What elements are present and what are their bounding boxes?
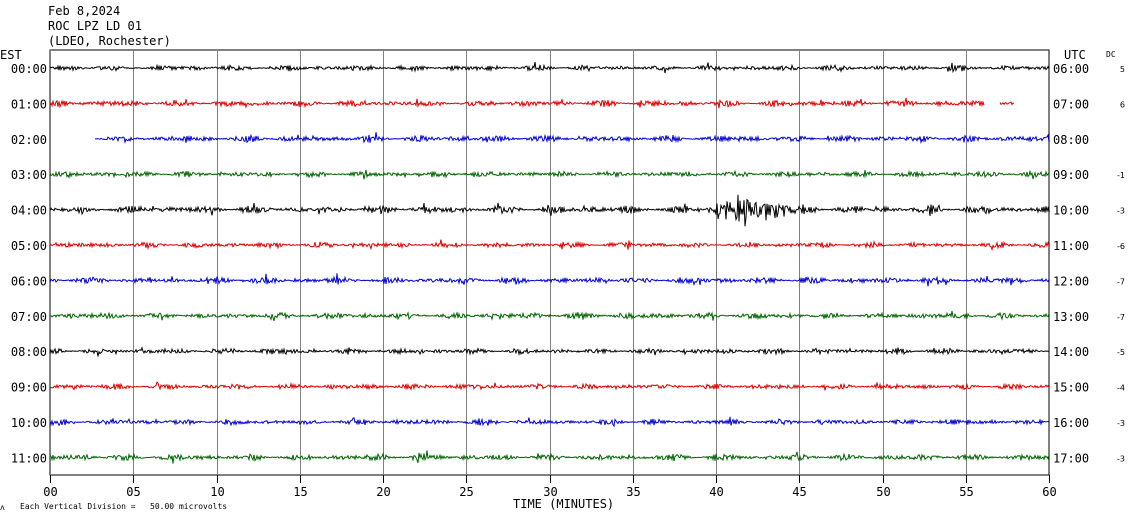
dc-offset-label: -3: [1117, 454, 1125, 463]
grid-lines: [49, 49, 1050, 483]
dc-offset-label: -3: [1117, 207, 1125, 216]
x-tick-label: 20: [376, 485, 390, 499]
utc-hour-label: 08:00: [1053, 133, 1089, 147]
dc-header-label: DC: [1106, 50, 1116, 59]
utc-hour-label: 16:00: [1053, 416, 1089, 430]
trace-1000: [49, 194, 1050, 227]
date-label: Feb 8,2024: [48, 4, 121, 18]
est-hour-label: 07:00: [11, 310, 47, 324]
dc-offset-label: -7: [1117, 313, 1125, 322]
trace-0800: [94, 132, 1050, 145]
trace-1200: [49, 273, 1050, 287]
utc-hour-label: 15:00: [1053, 381, 1089, 395]
x-tick-label: 60: [1042, 485, 1056, 499]
utc-hour-label: 14:00: [1053, 345, 1089, 359]
utc-hour-label: 17:00: [1053, 451, 1089, 465]
est-hour-label: 01:00: [11, 97, 47, 111]
utc-zone-label: UTC: [1064, 48, 1086, 62]
dc-offset-label: -4: [1117, 384, 1125, 393]
label-group: 00 05 10 15 20 25 30 35 40 45 50 55 60 00:00 06:00 5 01:…: [11, 62, 1125, 499]
trace-1700: [49, 450, 1050, 464]
trace-0600: [49, 62, 1050, 74]
dc-offset-label: -5: [1117, 348, 1125, 357]
x-tick-label: 35: [626, 485, 640, 499]
est-hour-label: 09:00: [11, 381, 47, 395]
x-axis-title: TIME (MINUTES): [513, 497, 615, 511]
scale-icon: ʌ: [0, 503, 5, 512]
est-hour-label: 05:00: [11, 239, 47, 253]
est-hour-label: 11:00: [11, 451, 47, 465]
utc-hour-label: 10:00: [1053, 204, 1089, 218]
x-tick-label: 55: [959, 485, 973, 499]
est-hour-label: 04:00: [11, 204, 47, 218]
dc-offset-label: -6: [1117, 242, 1125, 251]
est-zone-label: EST: [0, 48, 22, 62]
est-hour-label: 03:00: [11, 168, 47, 182]
x-tick-label: 50: [876, 485, 890, 499]
est-hour-label: 10:00: [11, 416, 47, 430]
station-label: ROC LPZ LD 01: [48, 19, 142, 33]
vertical-division-note: Each Vertical Division = 50.00 microvolt…: [20, 502, 228, 511]
dc-offset-label: -1: [1117, 171, 1125, 180]
dc-offset-label: 5: [1120, 65, 1125, 74]
utc-hour-label: 13:00: [1053, 310, 1089, 324]
network-label: (LDEO, Rochester): [48, 34, 171, 48]
est-hour-label: 06:00: [11, 274, 47, 288]
trace-1500: [49, 381, 1050, 391]
x-tick-label: 10: [210, 485, 224, 499]
est-hour-label: 02:00: [11, 133, 47, 147]
x-tick-label: 40: [709, 485, 723, 499]
dc-offset-label: -7: [1117, 277, 1125, 286]
dc-offset-label: -3: [1117, 419, 1125, 428]
dc-offset-label: 6: [1120, 100, 1125, 109]
trace-1600: [49, 416, 1050, 428]
est-hour-label: 00:00: [11, 62, 47, 76]
trace-group: [49, 62, 1050, 464]
trace-0900: [49, 169, 1050, 180]
x-tick-label: 15: [293, 485, 307, 499]
plot-frame: [49, 49, 1050, 476]
trace-1100: [49, 239, 1050, 252]
trace-1400: [49, 346, 1050, 357]
trace-0700: [49, 97, 1015, 109]
utc-hour-label: 11:00: [1053, 239, 1089, 253]
x-tick-label: 00: [43, 485, 57, 499]
est-hour-label: 08:00: [11, 345, 47, 359]
x-tick-label: 25: [459, 485, 473, 499]
trace-1300: [49, 310, 1050, 322]
utc-hour-label: 07:00: [1053, 97, 1089, 111]
x-tick-label: 30: [543, 485, 557, 499]
x-tick-label: 45: [792, 485, 806, 499]
utc-hour-label: 09:00: [1053, 168, 1089, 182]
utc-hour-label: 12:00: [1053, 274, 1089, 288]
x-tick-label: 05: [126, 485, 140, 499]
utc-hour-label: 06:00: [1053, 62, 1089, 76]
